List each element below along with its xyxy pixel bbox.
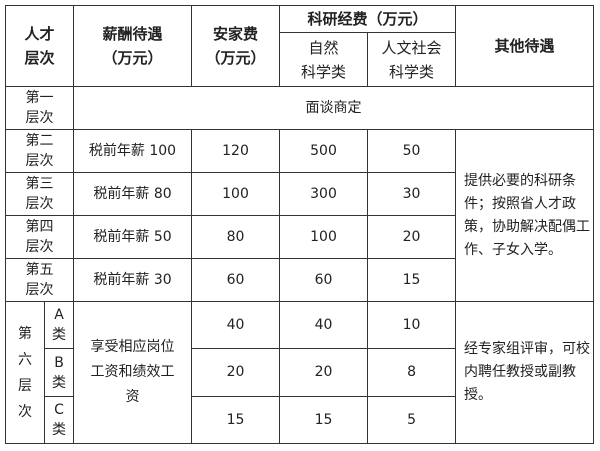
settle-cell: 80: [191, 215, 281, 259]
level-cell: 第二 层次: [4, 129, 75, 173]
table-row: C 类 15 15 5: [6, 396, 594, 444]
header-level: 人才 层次: [4, 5, 75, 87]
natural-cell: 100: [279, 215, 369, 259]
natural-cell: 300: [279, 172, 369, 216]
humanities-cell: 10: [367, 301, 457, 349]
natural-cell: 15: [279, 396, 369, 444]
table-row: 第四 层次 税前年薪 50 80 100 20: [4, 215, 594, 259]
level-cell: 第一 层次: [4, 86, 75, 130]
settle-cell: 40: [191, 301, 281, 349]
humanities-cell: 15: [367, 258, 457, 302]
humanities-cell: 20: [367, 215, 457, 259]
table-row: 第二 层次 税前年薪 100 120 500 50 提供必要的科研条件；按照省人…: [4, 129, 595, 302]
header-other: 其他待遇: [455, 5, 595, 87]
salary-cell: 税前年薪 50: [73, 215, 193, 259]
humanities-cell: 5: [367, 396, 457, 444]
header-settle: 安家费 （万元）: [191, 5, 281, 87]
level-cell: 第五 层次: [4, 258, 75, 302]
salary-cell: 税前年薪 30: [73, 258, 193, 302]
class-cell: B 类: [43, 348, 75, 397]
class-cell: A 类: [43, 301, 75, 349]
natural-cell: 20: [279, 348, 369, 397]
header-research: 科研经费（万元）: [279, 5, 457, 33]
salary-cell: 税前年薪 100: [73, 129, 193, 173]
header-natural: 自然 科学类: [279, 32, 369, 87]
other-cell: 提供必要的科研条件；按照省人才政策，协助解决配偶工作、子女入学。: [455, 129, 595, 302]
talent-treatment-table: 人才 层次 薪酬待遇 （万元） 安家费 （万元） 科研经费（万元） 其他待遇 自…: [4, 5, 595, 444]
table-row: 第三 层次 税前年薪 80 100 300 30: [4, 172, 594, 216]
class-cell: C 类: [43, 396, 75, 444]
natural-cell: 500: [279, 129, 369, 173]
table-row: 第五 层次 税前年薪 30 60 60 15: [4, 258, 594, 302]
header-humanities: 人文社会 科学类: [367, 32, 457, 87]
humanities-cell: 30: [367, 172, 457, 216]
table-row: B 类 20 20 8: [6, 348, 594, 397]
natural-cell: 40: [279, 301, 369, 349]
settle-cell: 60: [191, 258, 281, 302]
settle-cell: 120: [191, 129, 281, 173]
salary-cell: 税前年薪 80: [73, 172, 193, 216]
negotiable-cell: 面谈商定: [73, 86, 595, 130]
humanities-cell: 8: [367, 348, 457, 397]
humanities-cell: 50: [367, 129, 457, 173]
level-cell: 第三 层次: [4, 172, 75, 216]
settle-cell: 100: [191, 172, 281, 216]
settle-cell: 15: [191, 396, 281, 444]
level-cell: 第 六 层 次: [5, 301, 45, 444]
natural-cell: 60: [279, 258, 369, 302]
level-cell: 第四 层次: [4, 215, 75, 259]
salary-cell: 享受相应岗位工资和绩效工资: [73, 301, 193, 444]
other-cell: 经专家组评审，可校内聘任教授或副教授。: [455, 301, 595, 444]
table-row: 第 六 层 次 A 类 享受相应岗位工资和绩效工资 40 40 10 经专家组评…: [5, 301, 595, 444]
table-row: 第一 层次 面谈商定: [4, 86, 595, 130]
header-salary: 薪酬待遇 （万元）: [73, 5, 193, 87]
settle-cell: 20: [191, 348, 281, 397]
